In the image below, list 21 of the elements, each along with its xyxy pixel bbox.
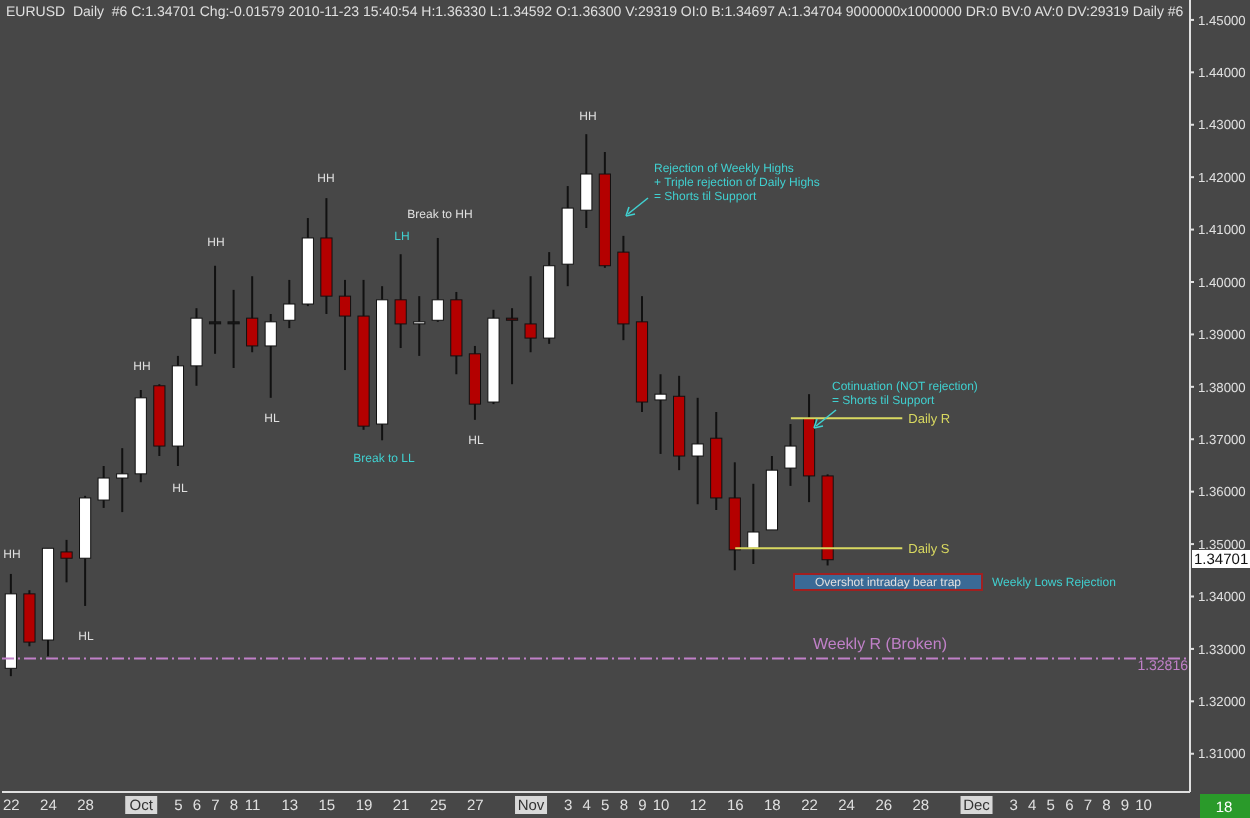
candlestick	[413, 295, 426, 357]
candlestick	[190, 307, 203, 387]
candlestick	[227, 288, 240, 369]
candlestick	[283, 278, 296, 330]
candlestick	[691, 396, 704, 506]
candlestick	[580, 133, 593, 230]
candlestick	[524, 275, 537, 354]
candlestick	[431, 236, 444, 323]
candlestick	[264, 312, 277, 399]
candlestick	[97, 464, 110, 509]
ref-line-label: Weekly R (Broken)	[813, 634, 948, 653]
candlestick	[654, 373, 667, 455]
candlestick	[116, 447, 129, 514]
candlestick	[784, 423, 797, 487]
candlestick	[246, 275, 259, 354]
candlestick	[208, 264, 222, 355]
candlestick	[505, 307, 519, 386]
candlestick	[394, 253, 407, 350]
candlestick	[338, 278, 352, 372]
candlestick	[60, 538, 73, 584]
candlestick	[747, 482, 760, 565]
